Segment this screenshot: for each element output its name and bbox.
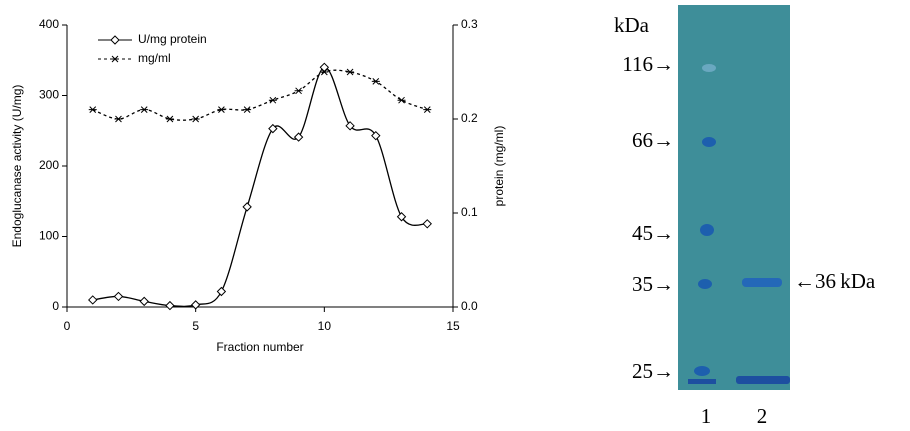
series-line (93, 70, 428, 120)
band (688, 379, 716, 384)
y2-tick-label: 0.0 (461, 299, 478, 313)
marker (114, 116, 122, 122)
y2-tick-label: 0.3 (461, 17, 478, 31)
lane-label: 1 (701, 404, 712, 428)
x-axis-title: Fraction number (216, 340, 303, 354)
marker (111, 56, 119, 62)
marker (114, 292, 122, 300)
marker (269, 97, 277, 103)
band (702, 64, 716, 72)
marker-label: 25→ (632, 359, 674, 383)
marker (140, 297, 148, 305)
y-tick-label: 200 (39, 158, 59, 172)
marker (111, 36, 119, 44)
marker (398, 97, 406, 103)
marker (243, 203, 251, 211)
band (736, 376, 790, 384)
marker-label: 116→ (622, 52, 674, 76)
y-tick-label: 100 (39, 229, 59, 243)
marker (89, 296, 97, 304)
marker (89, 107, 97, 113)
legend-label: U/mg protein (138, 32, 207, 46)
y2-axis-title: protein (mg/ml) (492, 126, 506, 207)
y-tick-label: 400 (39, 17, 59, 31)
marker (166, 116, 174, 122)
marker (192, 116, 200, 122)
band (702, 137, 716, 147)
y2-tick-label: 0.1 (461, 205, 478, 219)
lane-label: 2 (757, 404, 768, 428)
figure: Fraction number Endoglucanase activity (… (0, 0, 910, 431)
marker (217, 107, 225, 113)
gel-background (678, 5, 790, 390)
x-tick-label: 0 (64, 319, 71, 333)
x-tick-label: 15 (446, 319, 460, 333)
marker (398, 213, 406, 221)
band (694, 366, 710, 376)
band (698, 279, 712, 289)
y-tick-label: 0 (52, 299, 59, 313)
unit-label: kDa (614, 13, 650, 37)
x-tick-label: 5 (192, 319, 199, 333)
marker-label: 66→ (632, 128, 674, 152)
chart: Fraction number Endoglucanase activity (… (10, 17, 506, 354)
marker (372, 78, 380, 84)
gel: kDa 116→ 66→ 45→ 35→ 25→ ←36 kDa 1 2 (614, 5, 876, 428)
marker (423, 107, 431, 113)
y-tick-label: 300 (39, 88, 59, 102)
marker (166, 302, 174, 310)
series-line (93, 67, 428, 306)
x-tick-label: 10 (318, 319, 332, 333)
y-axis-title: Endoglucanase activity (U/mg) (10, 85, 24, 248)
y2-tick-label: 0.2 (461, 111, 478, 125)
marker (295, 88, 303, 94)
marker (295, 133, 303, 141)
marker (243, 107, 251, 113)
marker (372, 132, 380, 140)
marker-label: 45→ (632, 221, 674, 245)
band (742, 278, 782, 287)
legend-label: mg/ml (138, 51, 171, 65)
band-label: ←36 kDa (794, 269, 876, 293)
marker (140, 107, 148, 113)
marker (346, 69, 354, 75)
marker (217, 287, 225, 295)
band (700, 224, 714, 236)
marker (423, 220, 431, 228)
marker-label: 35→ (632, 272, 674, 296)
marker (192, 301, 200, 309)
